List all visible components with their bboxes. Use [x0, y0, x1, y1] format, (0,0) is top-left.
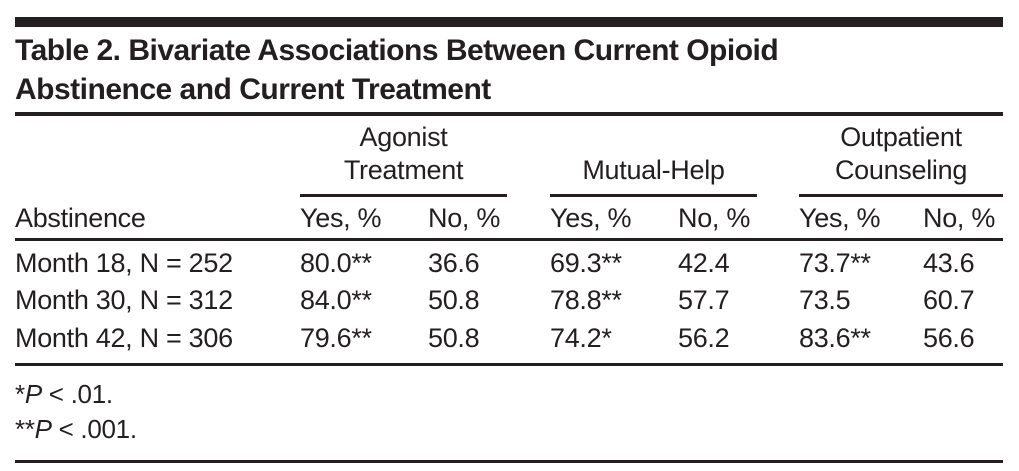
column-group-header-row: Agonist Treatment Mutual-Help Outpatient…	[15, 116, 1003, 197]
col-header-mutual-help-no: No, %	[678, 203, 751, 233]
cell-month42-mutual-help-no: 56.2	[678, 322, 730, 353]
column-group-agonist-line1: Agonist	[359, 122, 448, 152]
footnote-threshold-text: < .01.	[41, 379, 113, 410]
body-rule	[15, 363, 1003, 367]
footnote-marker-single-asterisk: *	[15, 379, 25, 410]
bottom-rule	[15, 460, 1003, 464]
column-group-mutual-help-line1: Mutual-Help	[582, 155, 725, 185]
col-header-outpatient-no: No, %	[923, 203, 996, 233]
cell-month42-agonist-no: 50.8	[428, 322, 480, 353]
table-title: Table 2. Bivariate Associations Between …	[15, 31, 1003, 109]
footnote-p-01: *P < .01.	[15, 377, 1003, 412]
cell-month42-agonist-yes: 79.6**	[300, 322, 372, 353]
table-body: Month 18, N = 252 80.0** 36.6 69.3** 42.…	[15, 241, 1003, 363]
table-title-line2: Abstinence and Current Treatment	[15, 73, 491, 106]
footnote-p-symbol: P	[34, 414, 52, 445]
cell-month42-outpatient-yes: 83.6**	[799, 322, 871, 353]
column-group-agonist-line2: Treatment	[343, 155, 464, 185]
column-group-outpatient-line1: Outpatient	[840, 122, 962, 152]
col-header-mutual-help-yes: Yes, %	[550, 203, 632, 233]
cell-month30-agonist-no: 50.8	[428, 285, 480, 316]
column-group-outpatient-line2: Counseling	[834, 155, 968, 185]
cell-month18-outpatient-no: 43.6	[923, 248, 975, 278]
row-label-month42: Month 42, N = 306	[15, 322, 233, 353]
cell-month18-agonist-yes: 80.0**	[300, 248, 372, 278]
footnote-p-symbol: P	[24, 379, 42, 410]
footnote-p-001: **P < .001.	[15, 412, 1003, 447]
cell-month18-agonist-no: 36.6	[428, 248, 480, 278]
cell-month30-mutual-help-no: 57.7	[678, 285, 730, 316]
cell-month30-mutual-help-yes: 78.8**	[550, 285, 622, 316]
cell-month30-outpatient-yes: 73.5	[799, 285, 851, 316]
cell-month30-agonist-yes: 84.0**	[300, 285, 372, 316]
row-label-month18: Month 18, N = 252	[15, 248, 233, 278]
col-header-agonist-yes: Yes, %	[300, 203, 382, 233]
footnote-threshold-text: < .001.	[51, 414, 137, 445]
column-group-agonist-treatment: Agonist Treatment	[300, 116, 507, 197]
col-header-outpatient-yes: Yes, %	[799, 203, 881, 233]
header-rule	[15, 238, 1003, 241]
table-top-bar	[15, 17, 1003, 27]
cell-month30-outpatient-no: 60.7	[923, 285, 975, 316]
column-group-mutual-help: Mutual-Help	[550, 116, 757, 197]
col-header-agonist-no: No, %	[428, 203, 501, 233]
cell-month18-mutual-help-yes: 69.3**	[550, 248, 622, 278]
row-label-month30: Month 30, N = 312	[15, 285, 233, 316]
footnote-marker-double-asterisk: **	[15, 414, 35, 445]
column-group-outpatient-counseling: Outpatient Counseling	[799, 116, 1003, 197]
cell-month18-mutual-help-no: 42.4	[678, 248, 730, 278]
table-title-line1: Table 2. Bivariate Associations Between …	[15, 34, 779, 67]
footnotes: *P < .01. **P < .001.	[15, 366, 1003, 460]
title-rule	[15, 112, 1003, 116]
row-header-abstinence: Abstinence	[15, 203, 146, 233]
column-header-row: Abstinence Yes, % No, % Yes, % No, % Yes…	[15, 197, 1003, 238]
cell-month42-mutual-help-yes: 74.2*	[550, 322, 612, 353]
cell-month42-outpatient-no: 56.6	[923, 322, 975, 353]
cell-month18-outpatient-yes: 73.7**	[799, 248, 871, 278]
